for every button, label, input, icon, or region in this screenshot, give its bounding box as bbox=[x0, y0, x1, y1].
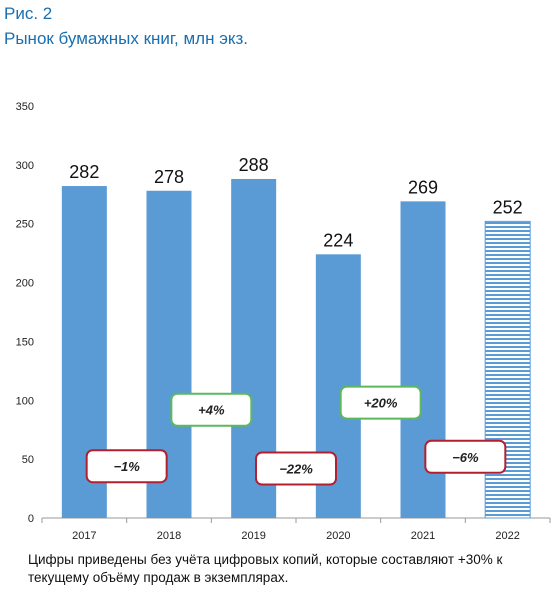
change-badge-label: −1% bbox=[113, 459, 140, 474]
data-label: 288 bbox=[239, 155, 269, 175]
x-tick-label: 2017 bbox=[72, 530, 96, 540]
data-labels-group: 282 278 288 224 269 252 bbox=[69, 155, 522, 250]
data-label: 282 bbox=[69, 162, 99, 182]
y-tick-label: 350 bbox=[16, 101, 34, 113]
change-badge-label: +20% bbox=[364, 396, 398, 411]
y-tick-label: 150 bbox=[16, 336, 34, 348]
change-badge-box bbox=[255, 451, 337, 486]
change-badge-label: +4% bbox=[198, 403, 225, 418]
y-tick-label: 100 bbox=[16, 395, 34, 407]
data-label: 278 bbox=[154, 167, 184, 187]
chart-title: Рынок бумажных книг, млн экз. bbox=[4, 29, 249, 48]
change-badge-label: −6% bbox=[452, 450, 479, 465]
data-label: 252 bbox=[493, 197, 523, 217]
change-badge-negative: −1% bbox=[85, 449, 168, 484]
x-tick-label: 2020 bbox=[326, 530, 350, 540]
x-tick-label: 2019 bbox=[241, 530, 265, 540]
data-label: 269 bbox=[408, 177, 438, 197]
y-tick-label: 300 bbox=[16, 160, 34, 172]
change-badge-label: −22% bbox=[279, 462, 313, 477]
change-badge-box bbox=[170, 392, 253, 427]
y-tick-label: 50 bbox=[22, 454, 34, 466]
change-badge-box bbox=[339, 385, 422, 420]
change-badge-positive: +20% bbox=[339, 385, 422, 420]
x-tick-label: 2022 bbox=[495, 530, 519, 540]
change-badge-positive: +4% bbox=[170, 392, 253, 427]
change-badges-group: −1% +4% −22% +20% −6% bbox=[85, 385, 507, 486]
x-axis: 2017 2018 2019 2020 2021 2022 bbox=[41, 517, 551, 540]
data-label: 224 bbox=[323, 230, 353, 250]
y-tick-label: 250 bbox=[16, 219, 34, 231]
figure-label: Рис. 2 bbox=[4, 4, 53, 23]
footnote: Цифры приведены без учёта цифровых копий… bbox=[28, 552, 503, 585]
change-badge-negative: −6% bbox=[424, 439, 507, 474]
x-tick-label: 2018 bbox=[157, 530, 181, 540]
change-badge-box bbox=[85, 449, 168, 484]
y-tick-label: 200 bbox=[16, 278, 34, 290]
x-tick-label: 2021 bbox=[411, 530, 435, 540]
change-badge-box bbox=[424, 439, 507, 474]
y-tick-label: 0 bbox=[28, 513, 34, 525]
change-badge-negative: −22% bbox=[255, 451, 337, 486]
y-axis: 0 50 100 150 200 250 300 350 bbox=[16, 101, 34, 525]
